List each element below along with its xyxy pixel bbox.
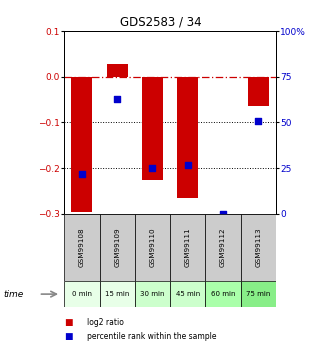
Text: 30 min: 30 min: [140, 291, 165, 297]
Text: ■: ■: [64, 318, 73, 327]
Bar: [135, 214, 170, 281]
Text: 60 min: 60 min: [211, 291, 235, 297]
Text: GSM99111: GSM99111: [185, 228, 191, 267]
Text: 0 min: 0 min: [72, 291, 92, 297]
Bar: [100, 281, 135, 307]
Bar: [135, 281, 170, 307]
Point: [115, 96, 120, 101]
Bar: [241, 214, 276, 281]
Bar: [248, 77, 269, 107]
Point: [150, 166, 155, 171]
Text: GSM99109: GSM99109: [114, 228, 120, 267]
Bar: [142, 77, 163, 180]
Text: GSM99113: GSM99113: [256, 228, 261, 267]
Point: [256, 118, 261, 124]
Bar: [107, 64, 128, 77]
Text: ■: ■: [64, 332, 73, 341]
Text: GDS2583 / 34: GDS2583 / 34: [120, 16, 201, 29]
Point: [79, 171, 84, 176]
Text: GSM99108: GSM99108: [79, 228, 85, 267]
Bar: [64, 214, 100, 281]
Text: GSM99112: GSM99112: [220, 228, 226, 267]
Bar: [170, 214, 205, 281]
Text: 15 min: 15 min: [105, 291, 129, 297]
Text: time: time: [3, 289, 23, 299]
Bar: [170, 281, 205, 307]
Text: GSM99110: GSM99110: [150, 228, 155, 267]
Point: [185, 162, 190, 167]
Bar: [71, 77, 92, 211]
Bar: [177, 77, 198, 198]
Bar: [205, 281, 241, 307]
Text: 75 min: 75 min: [246, 291, 271, 297]
Bar: [64, 281, 100, 307]
Text: percentile rank within the sample: percentile rank within the sample: [87, 332, 216, 341]
Bar: [100, 214, 135, 281]
Bar: [205, 214, 241, 281]
Bar: [241, 281, 276, 307]
Text: log2 ratio: log2 ratio: [87, 318, 124, 327]
Point: [221, 211, 226, 217]
Text: 45 min: 45 min: [176, 291, 200, 297]
